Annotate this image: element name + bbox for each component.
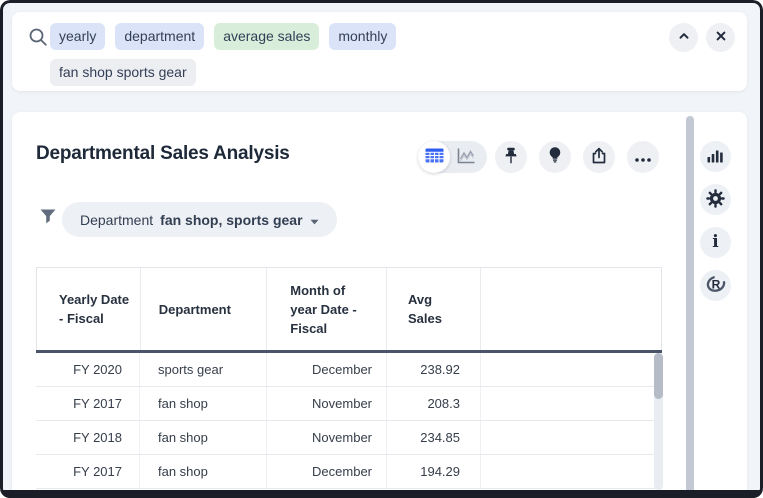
chevron-up-icon bbox=[677, 29, 691, 46]
search-tag[interactable]: yearly bbox=[50, 23, 106, 50]
column-header-label: Avg Sales bbox=[407, 292, 442, 326]
column-header[interactable] bbox=[481, 268, 661, 350]
table-body: FY 2020 sports gear December 238.92 FY 2017 f… bbox=[36, 353, 662, 489]
column-header[interactable]: Avg Sales bbox=[387, 268, 481, 350]
results-table: Yearly Date - Fiscal Department Month of y… bbox=[36, 267, 662, 489]
column-header[interactable]: Yearly Date - Fiscal bbox=[37, 268, 141, 350]
pin-button[interactable] bbox=[495, 141, 527, 173]
info-button[interactable]: i bbox=[700, 227, 731, 258]
r-logo-icon: R bbox=[706, 275, 726, 296]
column-header-label: Yearly Date - Fiscal bbox=[59, 292, 130, 326]
table-row[interactable]: FY 2020 sports gear December 238.92 bbox=[36, 353, 662, 387]
table-cell: 234.85 bbox=[387, 421, 481, 454]
settings-button[interactable] bbox=[700, 184, 731, 215]
tag-row-2: fan shop sports gear bbox=[50, 59, 396, 86]
caret-down-icon bbox=[310, 212, 319, 228]
table-cell: fan shop bbox=[140, 421, 267, 454]
search-tags: yearly department average sales monthly fan… bbox=[50, 23, 397, 86]
chart-view-button[interactable] bbox=[450, 141, 482, 173]
table-cell: fan shop bbox=[140, 455, 267, 488]
window-bottom-edge bbox=[0, 490, 763, 498]
table-cell: November bbox=[267, 421, 387, 454]
table-cell: sports gear bbox=[140, 353, 267, 386]
column-header[interactable]: Month of year Date - Fiscal bbox=[267, 268, 387, 350]
table-cell: FY 2017 bbox=[36, 387, 140, 420]
chart-type-button[interactable] bbox=[700, 141, 731, 172]
table-cell: 238.92 bbox=[387, 353, 481, 386]
column-header[interactable]: Department bbox=[141, 268, 268, 350]
table-cell: December bbox=[267, 353, 387, 386]
share-button[interactable] bbox=[583, 141, 615, 173]
panel-scrollbar[interactable] bbox=[686, 116, 694, 490]
filter-value: fan shop, sports gear bbox=[160, 211, 303, 228]
view-toggle[interactable] bbox=[418, 141, 487, 173]
gear-icon bbox=[706, 188, 725, 211]
toolbar bbox=[418, 141, 659, 173]
table-row[interactable]: FY 2018 fan shop November 234.85 bbox=[36, 421, 662, 455]
table-scrollbar-thumb[interactable] bbox=[654, 353, 663, 399]
funnel-icon bbox=[40, 209, 56, 229]
table-cell: 194.29 bbox=[387, 455, 481, 488]
search-bar[interactable]: yearly department average sales monthly fan… bbox=[12, 12, 747, 91]
close-icon bbox=[714, 29, 728, 46]
search-tag[interactable]: department bbox=[115, 23, 205, 50]
info-icon: i bbox=[712, 232, 719, 252]
page-title: Departmental Sales Analysis bbox=[36, 143, 290, 164]
r-logo-button[interactable]: R bbox=[700, 270, 731, 301]
filter-label: Department bbox=[80, 211, 154, 228]
table-cell bbox=[481, 455, 662, 488]
tag-row-1: yearly department average sales monthly bbox=[50, 23, 397, 50]
search-controls bbox=[669, 23, 735, 52]
collapse-button[interactable] bbox=[669, 23, 698, 52]
table-view-button[interactable] bbox=[418, 141, 450, 173]
result-panel: Departmental Sales Analysis bbox=[12, 112, 747, 490]
table-header-row: Yearly Date - Fiscal Department Month of y… bbox=[36, 267, 662, 350]
table-cell: FY 2017 bbox=[36, 455, 140, 488]
department-filter[interactable]: Department fan shop, sports gear bbox=[62, 202, 337, 237]
search-tag[interactable]: fan shop sports gear bbox=[50, 59, 196, 86]
table-scrollbar[interactable] bbox=[654, 353, 663, 490]
table-cell: December bbox=[267, 455, 387, 488]
header-divider bbox=[36, 350, 662, 353]
table-row[interactable]: FY 2017 fan shop November 208.3 bbox=[36, 387, 662, 421]
table-cell: fan shop bbox=[140, 387, 267, 420]
table-icon bbox=[425, 148, 444, 166]
column-header-label: Department bbox=[158, 301, 231, 317]
table-cell: FY 2020 bbox=[36, 353, 140, 386]
share-icon bbox=[590, 147, 608, 168]
close-button[interactable] bbox=[706, 23, 735, 52]
table-cell: FY 2018 bbox=[36, 421, 140, 454]
table-cell: 208.3 bbox=[387, 387, 481, 420]
table-cell bbox=[481, 353, 662, 386]
search-tag[interactable]: average sales bbox=[214, 23, 320, 50]
svg-text:R: R bbox=[711, 278, 720, 292]
pin-icon bbox=[503, 147, 519, 168]
search-tag[interactable]: monthly bbox=[329, 23, 397, 50]
bar-chart-icon bbox=[707, 147, 724, 166]
table-cell bbox=[481, 421, 662, 454]
table-cell: November bbox=[267, 387, 387, 420]
lightbulb-icon bbox=[547, 146, 563, 168]
sidebar: i R bbox=[700, 141, 731, 301]
column-header-label: Month of year Date - Fiscal bbox=[290, 282, 357, 336]
more-button[interactable] bbox=[627, 141, 659, 173]
insights-button[interactable] bbox=[539, 141, 571, 173]
line-chart-icon bbox=[456, 147, 476, 168]
table-row[interactable]: FY 2017 fan shop December 194.29 bbox=[36, 455, 662, 489]
ellipsis-icon bbox=[635, 150, 651, 165]
table-cell bbox=[481, 387, 662, 420]
search-icon bbox=[28, 27, 48, 52]
